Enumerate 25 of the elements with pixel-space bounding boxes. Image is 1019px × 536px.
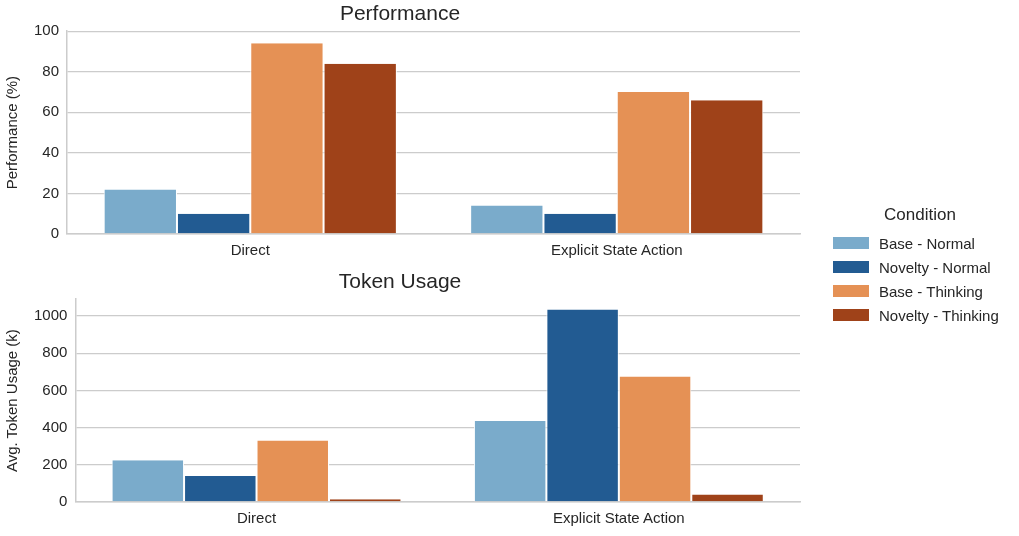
y-axis-title: Performance (%): [3, 75, 21, 190]
chart-title: Performance: [339, 1, 461, 25]
y-axis-title: Avg. Token Usage (k): [3, 329, 21, 473]
y-tick-label: 200: [42, 454, 68, 472]
y-tick-label: 60: [42, 102, 60, 120]
legend-label: Base - Normal: [879, 234, 975, 252]
legend-label: Base - Thinking: [879, 282, 983, 300]
legend-label: Novelty - Thinking: [879, 306, 999, 324]
y-tick-label: 800: [42, 343, 68, 361]
y-tick-label: 80: [42, 61, 60, 79]
x-tick-label: Explicit State Action: [550, 241, 683, 259]
y-tick-label: 40: [42, 143, 60, 161]
chart-title: Token Usage: [338, 269, 462, 293]
y-tick-label: 0: [59, 492, 68, 510]
legend-title: Condition: [883, 205, 957, 225]
y-tick-label: 600: [42, 380, 68, 398]
y-tick-label: 100: [34, 21, 60, 39]
y-tick-label: 20: [42, 183, 60, 201]
x-tick-label: Direct: [230, 241, 271, 259]
x-tick-label: Explicit State Action: [552, 509, 685, 527]
legend-label: Novelty - Normal: [879, 258, 991, 276]
y-tick-label: 1000: [33, 306, 68, 324]
y-tick-label: 0: [50, 224, 60, 242]
y-tick-label: 400: [42, 417, 68, 435]
x-tick-label: Direct: [236, 509, 277, 527]
